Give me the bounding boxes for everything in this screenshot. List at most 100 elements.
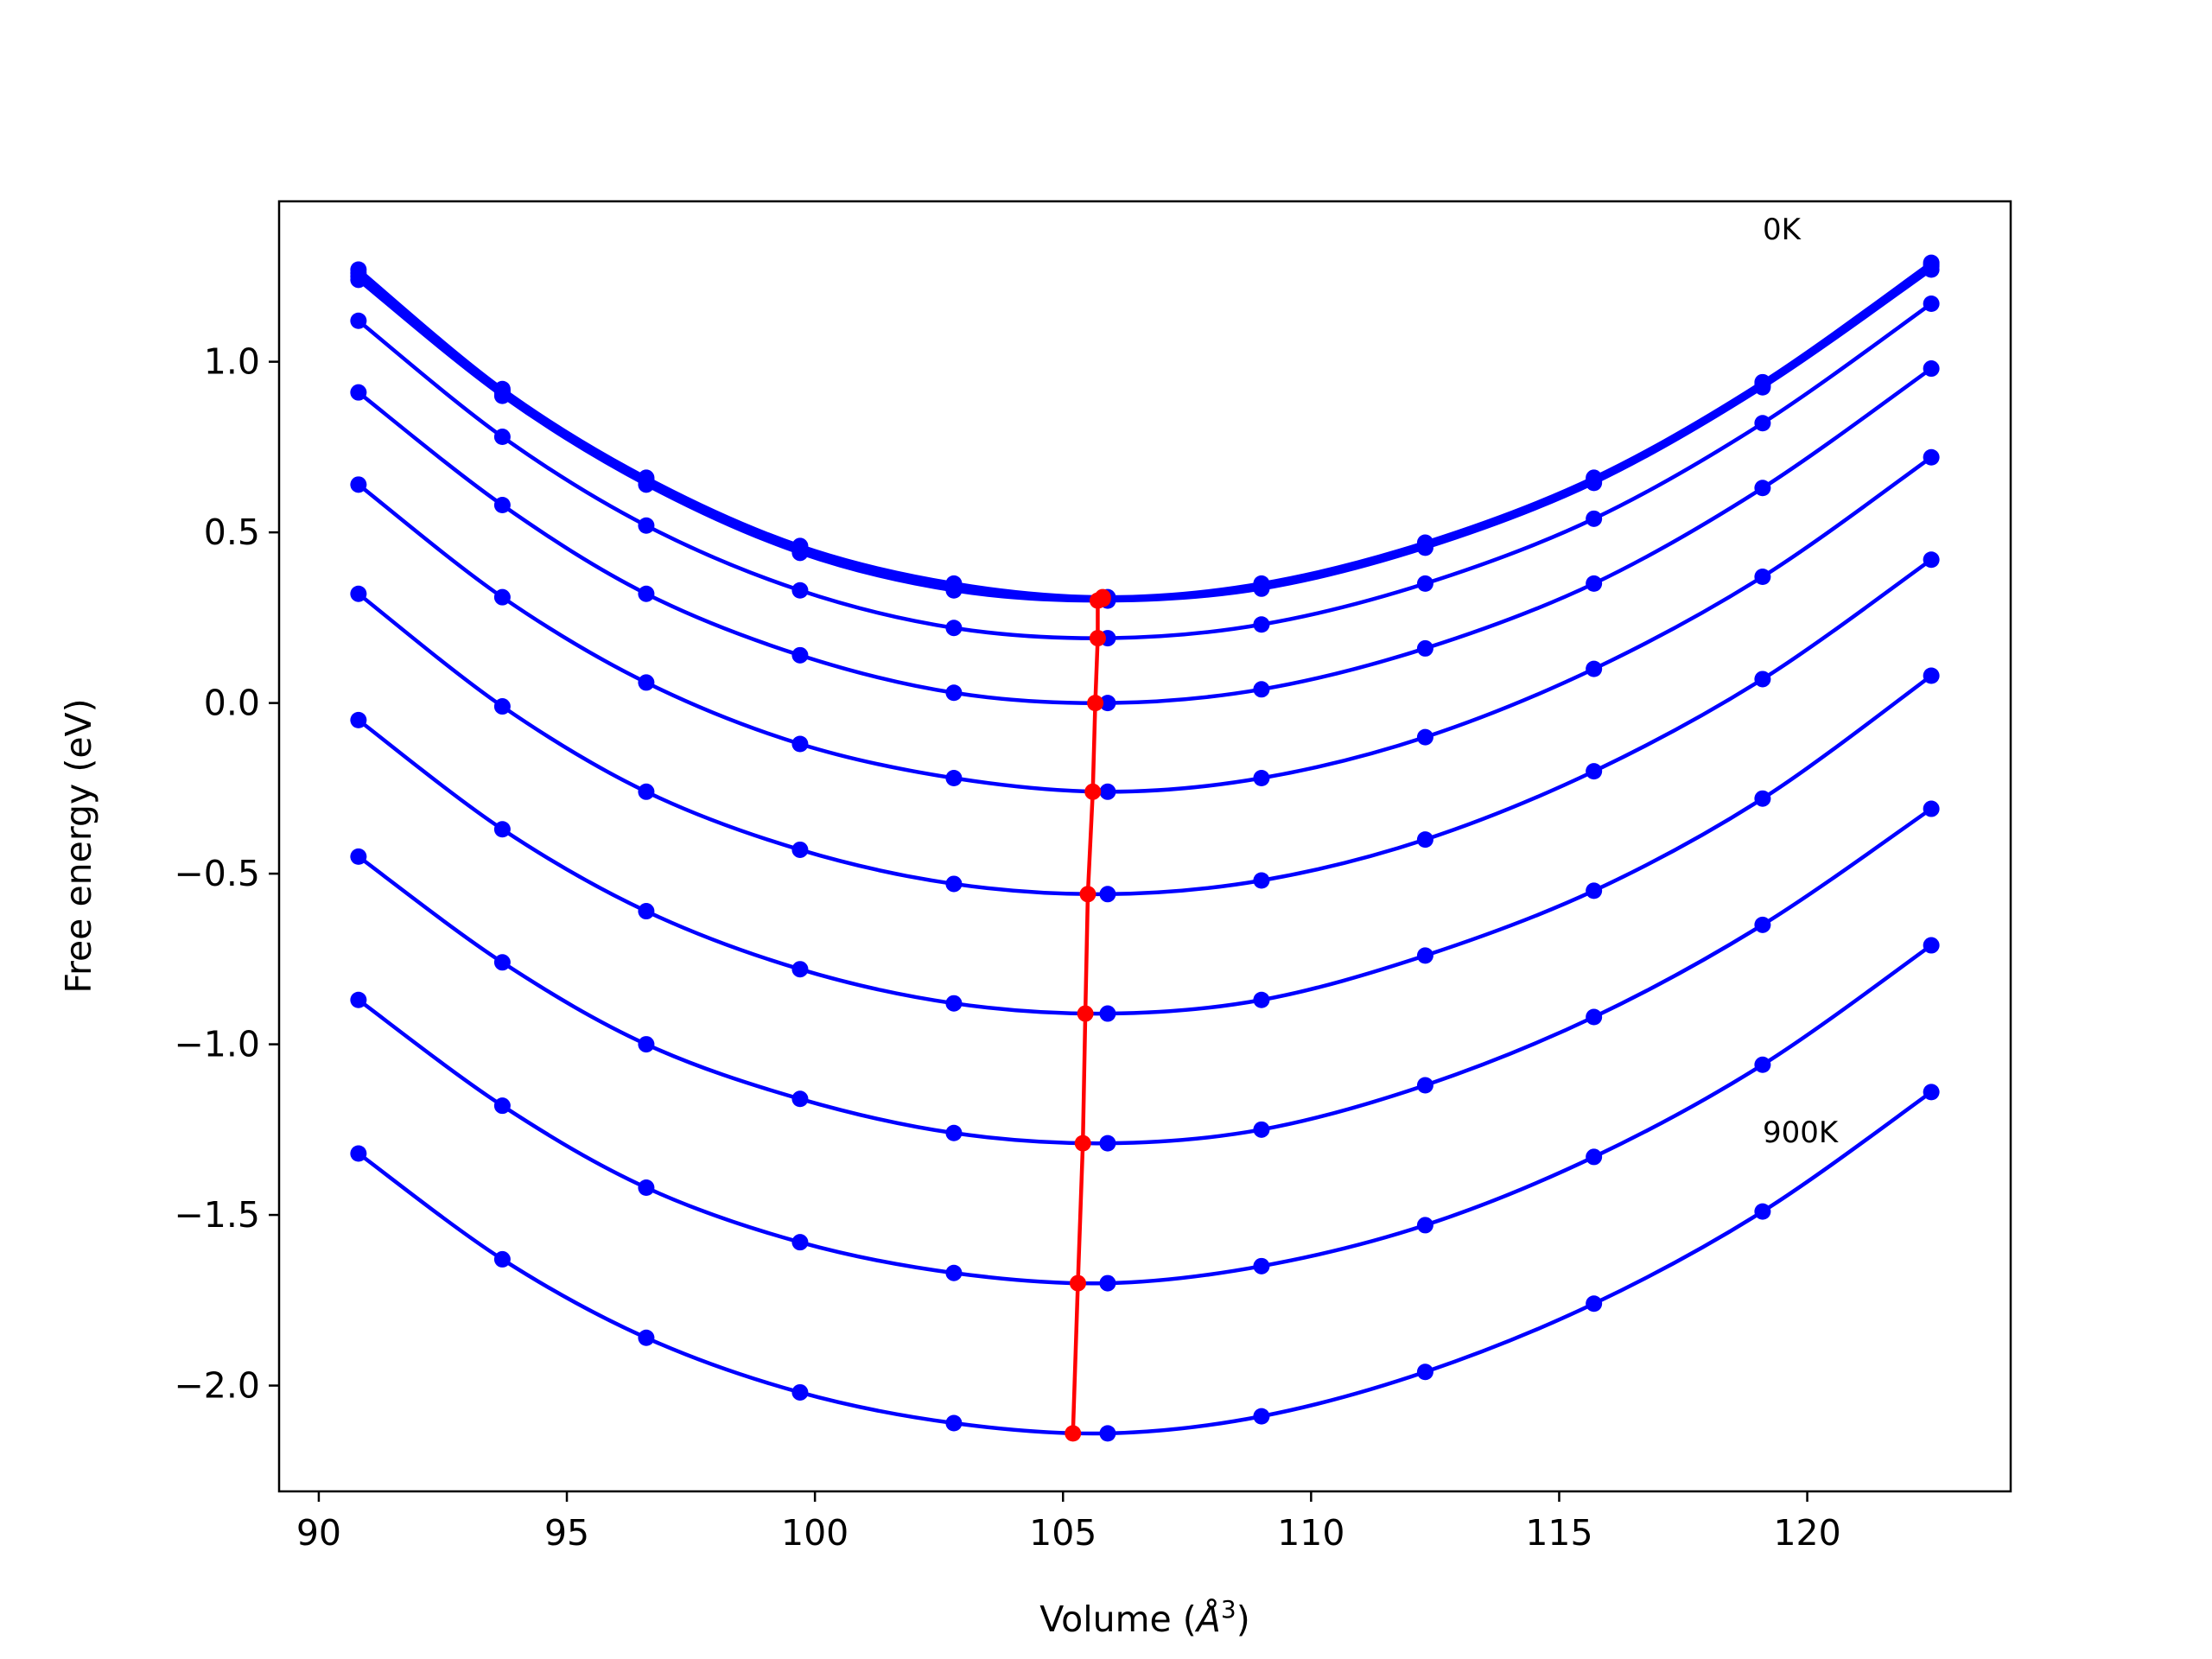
data-point xyxy=(493,954,511,971)
data-point xyxy=(1923,261,1940,278)
data-point xyxy=(493,1250,511,1268)
data-point xyxy=(1253,616,1270,633)
data-point xyxy=(638,1329,655,1346)
data-point xyxy=(1923,551,1940,569)
data-point xyxy=(1416,947,1433,964)
data-point xyxy=(1416,1077,1433,1094)
annotation-900k: 900K xyxy=(1763,1116,1840,1150)
series-line xyxy=(357,674,1933,1016)
data-point xyxy=(1586,660,1603,677)
data-point xyxy=(493,821,511,838)
data-point xyxy=(1754,916,1771,933)
data-point xyxy=(638,903,655,920)
data-point xyxy=(1416,1363,1433,1381)
x-tick-label: 120 xyxy=(1773,1512,1840,1554)
data-point xyxy=(1586,1295,1603,1313)
data-point xyxy=(1586,510,1603,527)
x-tick-label: 90 xyxy=(296,1512,341,1554)
series-9 xyxy=(350,800,1940,1152)
data-point xyxy=(1416,539,1433,556)
data-point xyxy=(1754,1203,1771,1220)
data-point xyxy=(350,848,367,865)
data-point xyxy=(1586,1148,1603,1166)
data-point xyxy=(493,429,511,446)
data-point xyxy=(350,585,367,602)
data-point xyxy=(1923,937,1940,954)
minima-point xyxy=(1084,783,1102,800)
minima-point xyxy=(1089,592,1106,609)
data-point xyxy=(791,1234,809,1251)
data-point xyxy=(1253,580,1270,597)
data-point xyxy=(1586,882,1603,899)
minima-point xyxy=(1087,695,1104,712)
data-point xyxy=(350,312,367,329)
data-point xyxy=(638,1179,655,1196)
data-point xyxy=(945,1264,963,1281)
data-point xyxy=(1253,1257,1270,1274)
y-tick-label: −1.5 xyxy=(174,1194,260,1236)
data-point xyxy=(493,387,511,404)
data-point xyxy=(1253,1121,1270,1138)
data-point xyxy=(1416,831,1433,849)
minima-point xyxy=(1079,886,1096,903)
data-point xyxy=(1253,1408,1270,1425)
y-tick-label: 0.0 xyxy=(204,683,260,724)
data-point xyxy=(791,841,809,858)
y-tick-label: −0.5 xyxy=(174,853,260,894)
axes-frame xyxy=(277,200,2012,1493)
data-point xyxy=(791,1090,809,1108)
data-point xyxy=(1099,695,1116,712)
minima-point xyxy=(1069,1274,1086,1292)
x-tick-label: 105 xyxy=(1029,1512,1096,1554)
minima-point xyxy=(1077,1005,1094,1022)
data-point xyxy=(493,588,511,606)
data-point xyxy=(791,735,809,753)
data-point xyxy=(945,582,963,599)
data-point xyxy=(945,995,963,1012)
series-4 xyxy=(350,295,1940,647)
data-point xyxy=(638,1036,655,1053)
minima-point xyxy=(1074,1135,1091,1152)
data-point xyxy=(350,991,367,1008)
data-point xyxy=(638,517,655,534)
data-point xyxy=(945,620,963,637)
data-point xyxy=(791,961,809,978)
series-8 xyxy=(350,667,1940,1022)
series-6 xyxy=(350,448,1940,800)
y-axis-label: Free energy (eV) xyxy=(58,698,99,993)
data-point xyxy=(1586,763,1603,780)
data-point xyxy=(1923,667,1940,684)
data-point xyxy=(493,698,511,715)
minima-point xyxy=(1089,630,1106,647)
data-point xyxy=(945,684,963,702)
data-point xyxy=(945,1124,963,1141)
data-point xyxy=(1416,575,1433,592)
data-point xyxy=(493,497,511,514)
data-point xyxy=(1099,886,1116,903)
data-point xyxy=(1416,728,1433,746)
data-point xyxy=(1923,800,1940,817)
data-point xyxy=(1754,568,1771,585)
annotation-0k: 0K xyxy=(1763,213,1802,247)
data-point xyxy=(1099,1425,1116,1442)
data-point xyxy=(638,476,655,493)
y-tick-label: −2.0 xyxy=(174,1365,260,1407)
series-7 xyxy=(350,551,1940,903)
data-point xyxy=(1754,480,1771,497)
data-point xyxy=(945,875,963,893)
data-point xyxy=(1253,872,1270,889)
data-point xyxy=(1923,295,1940,312)
data-point xyxy=(945,770,963,787)
data-point xyxy=(1586,575,1603,592)
y-tick-label: 1.0 xyxy=(204,341,260,383)
plot-area xyxy=(350,254,1940,1442)
data-point xyxy=(493,1097,511,1115)
data-point xyxy=(945,1414,963,1432)
data-point xyxy=(1253,770,1270,787)
data-point xyxy=(638,783,655,800)
data-point xyxy=(1253,991,1270,1008)
data-point xyxy=(1099,1135,1116,1152)
data-point xyxy=(1099,1274,1116,1292)
data-point xyxy=(791,582,809,599)
